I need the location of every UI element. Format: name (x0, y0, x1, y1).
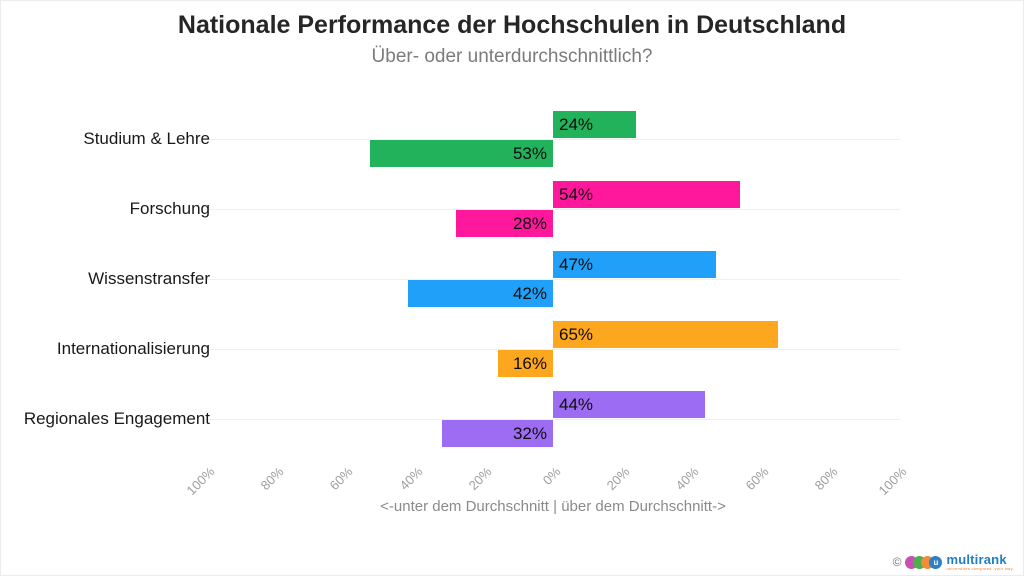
row-gridline (205, 139, 900, 140)
chart-title: Nationale Performance der Hochschulen in… (177, 11, 847, 39)
bar-above-average: 54% (553, 181, 740, 208)
x-axis-tick-label: 100% (183, 464, 218, 499)
x-axis-caption: <-unter dem Durchschnitt | über dem Durc… (380, 498, 726, 515)
category-label: Studium & Lehre (83, 129, 210, 148)
row-gridline (205, 279, 900, 280)
bar-above-average: 24% (553, 111, 636, 138)
bar-below-average: 16% (498, 350, 553, 377)
category-label: Internationalisierung (56, 339, 210, 358)
logo-circles-icon: u (905, 555, 943, 569)
category-label: Forschung (129, 199, 210, 218)
bar-below-average: 28% (456, 210, 553, 237)
bar-above-average: 44% (553, 391, 705, 418)
bar-below-average: 32% (442, 420, 553, 447)
bar-above-average: 47% (553, 251, 716, 278)
logo-tagline: universities compared. your way. (946, 566, 1014, 571)
bar-below-average: 42% (408, 280, 553, 307)
multirank-logo: © u multirank universities compared. you… (893, 553, 1014, 571)
row-gridline (205, 419, 900, 420)
row-gridline (205, 349, 900, 350)
x-axis-tick-label: 100% (875, 464, 910, 499)
bar-below-average: 53% (370, 140, 553, 167)
category-label: Wissenstransfer (88, 269, 210, 288)
row-gridline (205, 209, 900, 210)
copyright-icon: © (892, 554, 902, 569)
category-label: Regionales Engagement (23, 409, 210, 428)
logo-u-letter: u (933, 557, 939, 567)
logo-brand-text: multirank (946, 552, 1007, 567)
bar-above-average: 65% (553, 321, 778, 348)
x-axis-tick-label: 80% (257, 464, 287, 494)
chart-subtitle: Über- oder unterdurchschnittlich? (371, 46, 653, 67)
logo-circle-u: u (929, 555, 943, 569)
